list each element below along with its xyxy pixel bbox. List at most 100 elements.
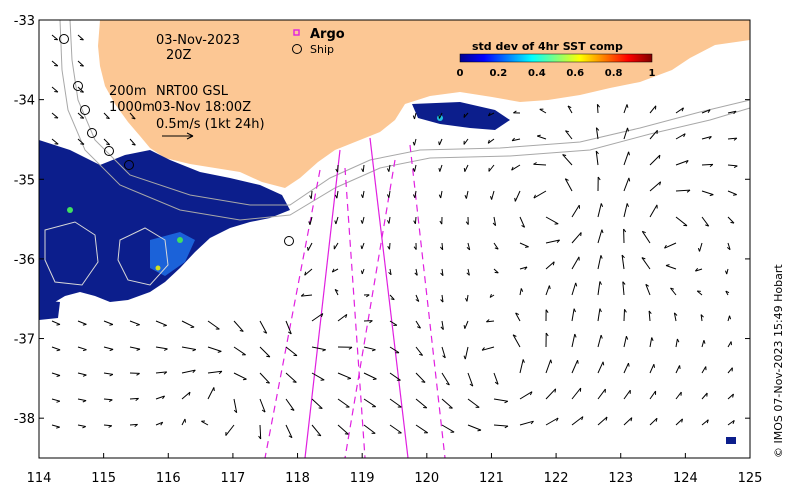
- current-vector: [389, 268, 392, 275]
- current-vector-head: [556, 417, 559, 422]
- current-vector-head: [487, 139, 490, 144]
- ship-marker: [87, 128, 97, 138]
- current-vector-head: [309, 195, 312, 199]
- current-vector: [545, 216, 559, 225]
- current-vector-head: [163, 324, 167, 327]
- current-vector: [564, 178, 573, 192]
- current-vector: [727, 393, 734, 400]
- current-vector: [103, 372, 113, 375]
- current-vector: [623, 389, 631, 400]
- current-vector: [233, 346, 246, 356]
- current-vector-head: [575, 282, 578, 287]
- current-vector: [675, 189, 691, 192]
- current-vector-head: [709, 164, 714, 167]
- current-vector: [441, 268, 444, 276]
- current-vector-head: [524, 266, 528, 271]
- satellite-tracks: [264, 137, 446, 459]
- current-vector: [415, 268, 418, 276]
- current-vector: [181, 391, 191, 400]
- current-vector-head: [290, 408, 295, 411]
- current-vector: [389, 372, 401, 381]
- current-vector: [155, 346, 168, 350]
- current-vector: [103, 112, 110, 119]
- current-vector-head: [605, 416, 608, 421]
- current-vector: [259, 424, 262, 440]
- current-vector: [493, 424, 509, 427]
- current-vector: [463, 112, 469, 118]
- current-vector-head: [292, 381, 297, 383]
- ship-legend-marker: [292, 44, 302, 54]
- current-vector-head: [56, 323, 61, 326]
- current-vector: [623, 151, 630, 166]
- current-vector: [361, 216, 365, 224]
- current-vector-head: [322, 349, 326, 352]
- current-vector-head: [82, 374, 87, 377]
- current-vector: [129, 397, 139, 400]
- current-vector-head: [386, 168, 390, 172]
- current-vector: [233, 372, 247, 380]
- vector-scale-label: 0.5m/s (1kt 24h): [156, 117, 265, 132]
- y-tick-label: -33: [14, 14, 35, 29]
- current-vector-head: [733, 165, 738, 169]
- current-vector: [103, 320, 114, 325]
- current-vector-head: [331, 268, 335, 273]
- current-vector: [311, 372, 325, 381]
- current-vector: [467, 398, 480, 408]
- current-vector-head: [630, 417, 633, 422]
- current-vector: [77, 372, 87, 376]
- current-vector-head: [412, 168, 415, 172]
- current-vector: [514, 190, 521, 202]
- current-vector-head: [56, 375, 61, 377]
- current-vector-head: [581, 416, 584, 421]
- current-vector: [463, 138, 469, 145]
- current-vector-head: [131, 143, 136, 146]
- current-vector: [129, 320, 140, 326]
- current-vector: [571, 333, 576, 348]
- current-vector: [363, 424, 376, 434]
- current-vector: [511, 138, 521, 142]
- current-vector-head: [360, 194, 364, 198]
- current-vector: [388, 190, 391, 198]
- current-vector: [519, 242, 529, 248]
- analysis-time-label: 03-Nov 18:00Z: [154, 100, 251, 115]
- current-vector: [225, 424, 235, 436]
- current-vector: [414, 164, 417, 172]
- current-vector: [441, 346, 446, 359]
- current-vector-head: [530, 420, 534, 425]
- current-vector-head: [733, 137, 738, 141]
- current-vector: [623, 127, 628, 140]
- current-vector-head: [552, 261, 555, 266]
- current-vector: [649, 390, 657, 400]
- current-vector-head: [308, 221, 311, 225]
- current-vector: [539, 108, 547, 114]
- current-vector: [649, 105, 657, 114]
- current-vector-head: [525, 246, 529, 248]
- current-vector-head: [162, 395, 166, 400]
- current-vector: [571, 416, 584, 426]
- current-vector-head: [529, 391, 533, 396]
- current-vector: [597, 334, 602, 348]
- current-vector: [441, 372, 450, 386]
- current-vector: [51, 138, 59, 145]
- current-vector-head: [625, 336, 629, 340]
- current-vector-head: [486, 319, 490, 323]
- current-vector-head: [335, 168, 339, 173]
- current-vector-head: [416, 326, 421, 329]
- x-tick-label: 115: [91, 471, 116, 486]
- current-vector: [641, 257, 651, 270]
- current-vector-head: [386, 194, 390, 198]
- current-vector-head: [242, 378, 247, 381]
- current-vector-head: [438, 141, 440, 146]
- current-vector: [675, 338, 678, 348]
- current-vector-head: [82, 400, 87, 403]
- current-vector-head: [520, 288, 524, 292]
- colorbar: [459, 53, 653, 63]
- current-vector: [309, 216, 313, 225]
- current-vector: [466, 294, 469, 302]
- current-vector: [571, 232, 582, 244]
- current-vector-head: [334, 194, 338, 199]
- current-vector: [623, 336, 627, 348]
- current-vector: [285, 398, 295, 411]
- current-vector: [699, 242, 703, 252]
- current-vector-head: [730, 221, 735, 224]
